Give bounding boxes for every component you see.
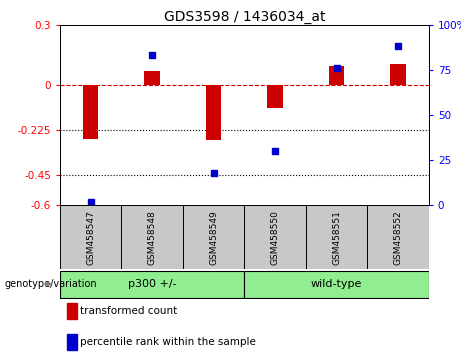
Bar: [390, 64, 406, 85]
Text: GSM458548: GSM458548: [148, 210, 157, 265]
Bar: [244, 270, 429, 298]
Bar: [83, 85, 98, 139]
Bar: [67, 334, 77, 350]
Bar: [60, 270, 244, 298]
Bar: [306, 205, 367, 269]
Bar: [244, 205, 306, 269]
Text: GSM458552: GSM458552: [394, 210, 402, 265]
Text: transformed count: transformed count: [80, 306, 177, 316]
Text: ►: ►: [45, 279, 53, 289]
Bar: [206, 85, 221, 140]
Text: p300 +/-: p300 +/-: [128, 279, 177, 289]
Bar: [267, 85, 283, 108]
Title: GDS3598 / 1436034_at: GDS3598 / 1436034_at: [164, 10, 325, 24]
Bar: [60, 205, 121, 269]
Text: GSM458549: GSM458549: [209, 210, 218, 265]
Bar: [144, 71, 160, 85]
Bar: [67, 303, 77, 319]
Text: GSM458550: GSM458550: [271, 210, 279, 265]
Bar: [121, 205, 183, 269]
Text: percentile rank within the sample: percentile rank within the sample: [80, 337, 256, 347]
Text: GSM458551: GSM458551: [332, 210, 341, 265]
Text: GSM458547: GSM458547: [86, 210, 95, 265]
Text: genotype/variation: genotype/variation: [5, 279, 97, 289]
Bar: [329, 66, 344, 85]
Bar: [367, 205, 429, 269]
Bar: [183, 205, 244, 269]
Text: wild-type: wild-type: [311, 279, 362, 289]
